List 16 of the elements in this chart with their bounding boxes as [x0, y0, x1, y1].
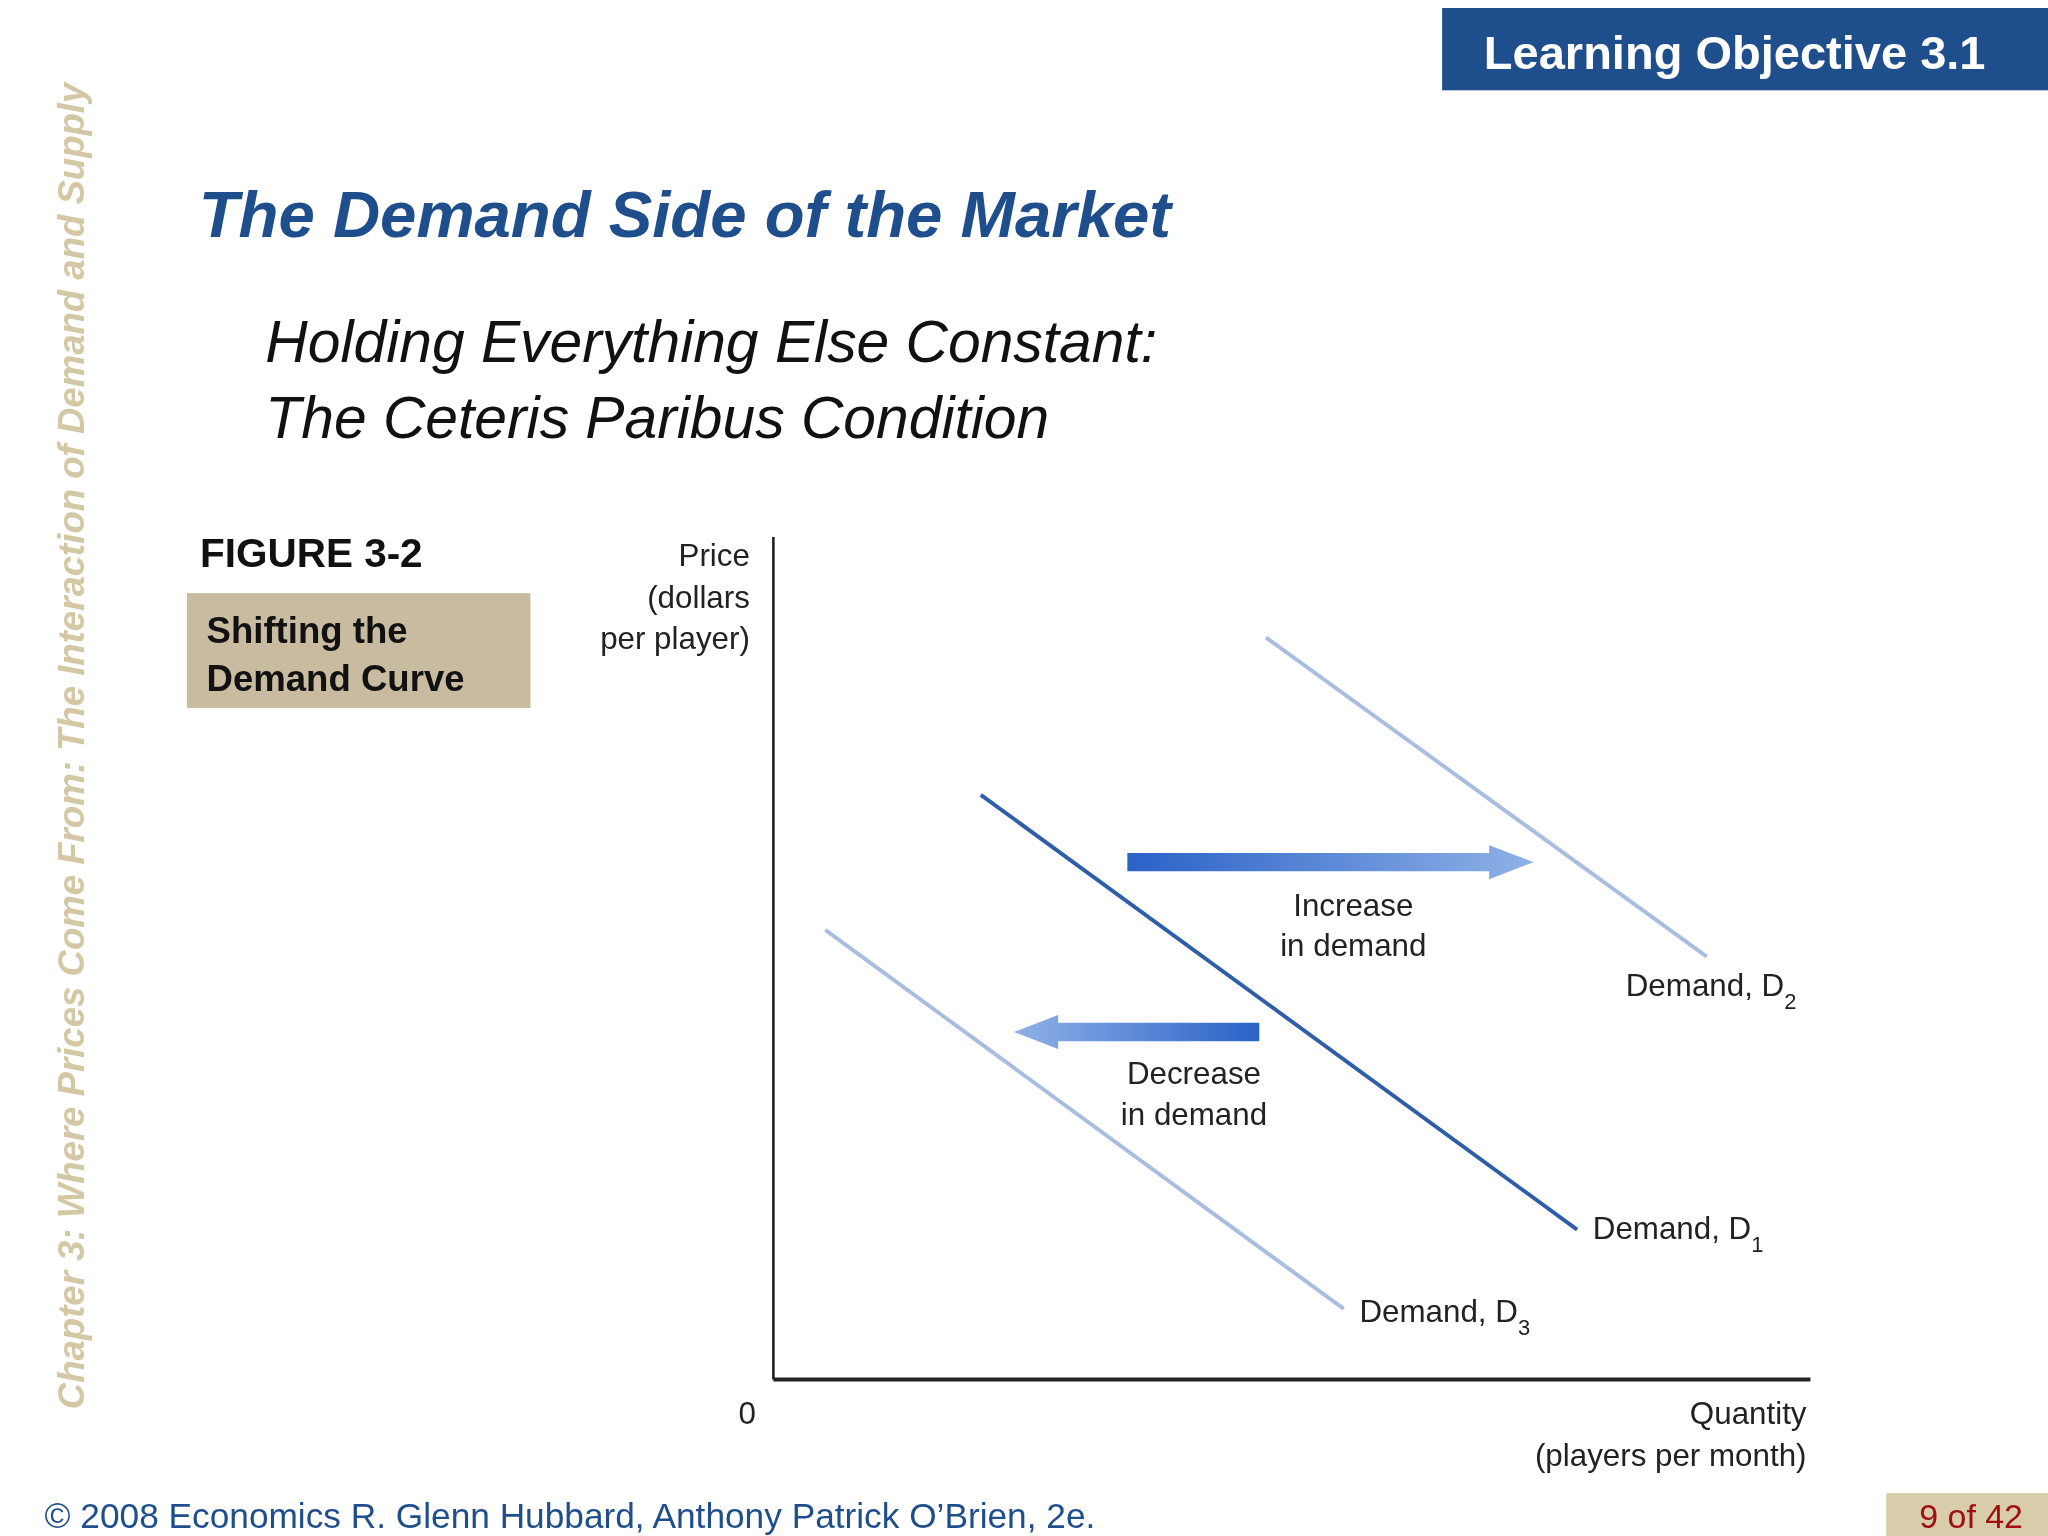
y-axis-title: Price (dollars per player)	[600, 537, 750, 657]
caption: FIGURE 3-2	[200, 530, 423, 577]
text: 9 of 42	[1919, 1497, 2023, 1536]
x-axis-title: Quantity (players per month)	[1534, 1395, 1807, 1473]
annotation: Decrease in demand	[1120, 1056, 1268, 1132]
chart-title: The Demand Side of the Market	[198, 177, 1174, 251]
text: 0	[738, 1395, 756, 1431]
series-label: Demand, D$_{1}$	[1592, 1210, 1764, 1257]
series-label: Demand, D$_{2}$	[1625, 967, 1797, 1014]
chart-subtitle: Holding Everything Else Constant: The Ceteris Paribus Condition	[265, 308, 1158, 450]
text: Chapter 3: Where Prices Come From: The Interaction of Demand and Supply	[50, 80, 92, 1410]
text: Shifting the Demand Curve	[206, 609, 465, 700]
text: Learning Objective 3.1	[1483, 26, 1986, 80]
annotation: Increase in demand	[1280, 887, 1427, 964]
text: © 2008 Economics R. Glenn Hubbard, Anthony Patrick O’Brien, 2e.	[44, 1496, 1096, 1536]
series-label: Demand, D$_{3}$	[1359, 1294, 1531, 1340]
